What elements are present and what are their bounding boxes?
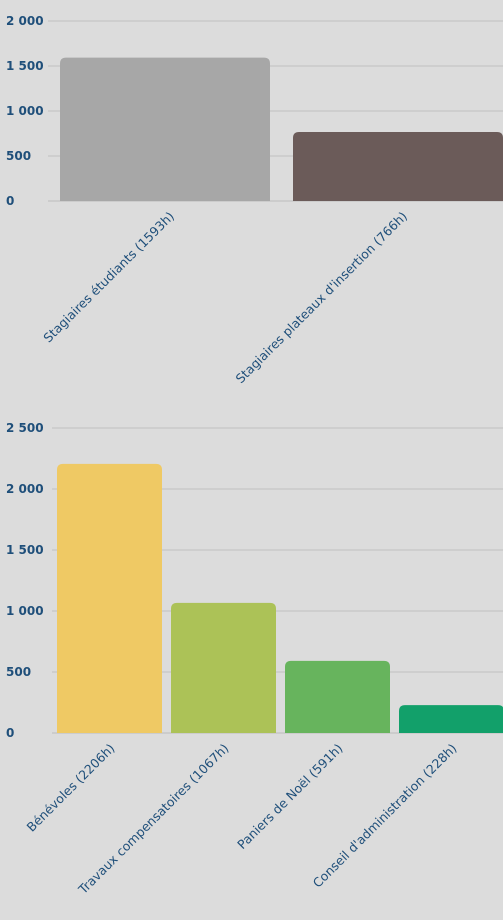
volunteers-y-tick-label: 500 [6,665,31,679]
volunteers-bar [171,602,276,733]
volunteers-bar [399,705,503,733]
volunteers-y-tick-label: 2 500 [6,421,44,435]
interns-y-tick-label: 1 000 [6,104,44,118]
volunteers-bar [285,660,390,733]
volunteers-bar [57,463,162,733]
interns-y-tick-label: 2 000 [6,14,44,28]
interns-bar [60,57,270,201]
volunteers-y-tick-label: 1 500 [6,543,44,557]
volunteers-y-tick-label: 2 000 [6,482,44,496]
volunteers-y-tick-label: 0 [6,726,14,740]
volunteers-category-label: Bénévoles (2206h) [24,741,118,835]
interns-bar [293,132,503,201]
volunteers-y-tick-label: 1 000 [6,604,44,618]
interns-y-tick-label: 1 500 [6,59,44,73]
interns-y-tick-label: 500 [6,149,31,163]
interns-y-tick-label: 0 [6,194,14,208]
volunteers-category-label: Paniers de Noël (591h) [234,741,345,852]
